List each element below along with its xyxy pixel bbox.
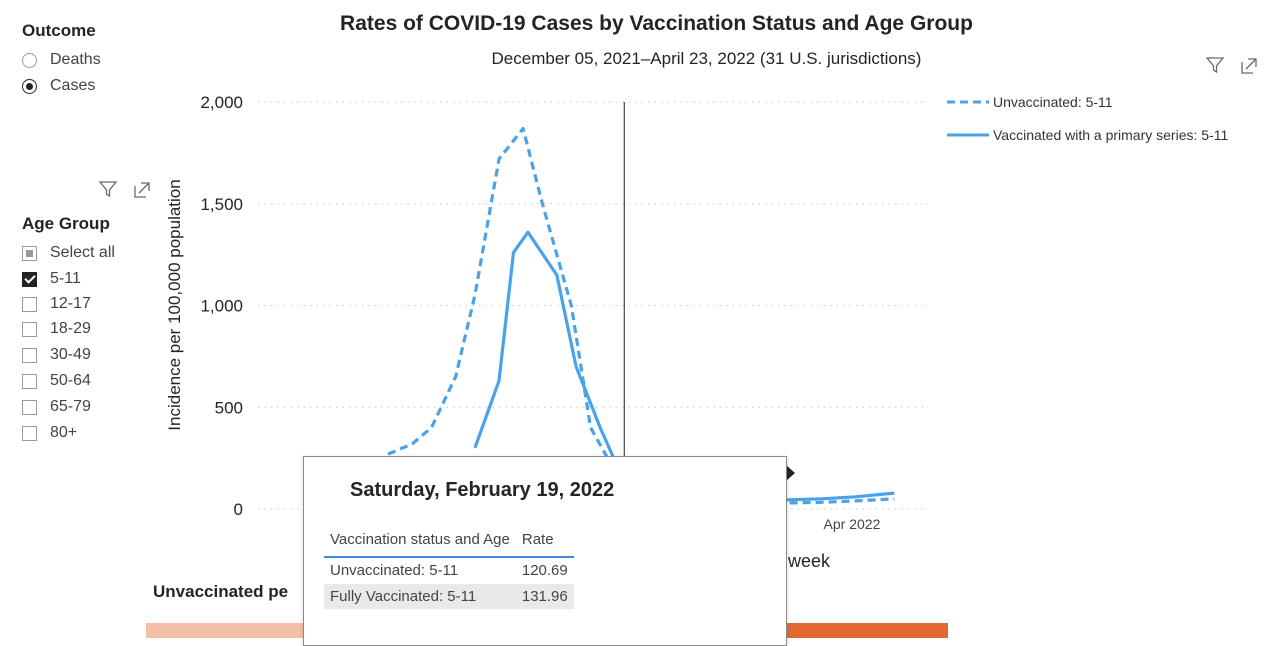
series-line-unvaccinated bbox=[387, 126, 895, 506]
y-tick-label: 0 bbox=[234, 500, 243, 519]
legend-solid-line bbox=[947, 133, 989, 137]
age-group-slicer-title: Age Group bbox=[22, 214, 110, 233]
age-option-label: 80+ bbox=[50, 424, 78, 441]
legend-item-unvaccinated[interactable]: Unvaccinated: 5-11 bbox=[945, 94, 1113, 110]
tooltip-header-status: Vaccination status and Age bbox=[324, 527, 516, 558]
bottom-bar-right bbox=[786, 623, 948, 638]
legend-label: Vaccinated with a primary series: 5-11 bbox=[993, 127, 1229, 143]
age-option-5-11[interactable]: 5-11 bbox=[22, 268, 81, 290]
legend-label: Unvaccinated: 5-11 bbox=[993, 94, 1113, 110]
y-tick-label: 1,500 bbox=[200, 195, 243, 214]
legend-dashed-line bbox=[947, 100, 989, 104]
checkbox-65-79[interactable] bbox=[22, 399, 37, 415]
age-option-label: 50-64 bbox=[50, 372, 91, 389]
x-tick-label: Apr 2022 bbox=[824, 516, 881, 532]
tooltip-row-value: 120.69 bbox=[515, 557, 574, 584]
checkbox-80-plus[interactable] bbox=[22, 425, 37, 441]
tooltip-header-rate: Rate bbox=[515, 527, 574, 558]
age-option-80-plus[interactable]: 80+ bbox=[22, 422, 77, 444]
checkbox-30-49[interactable] bbox=[22, 347, 37, 363]
age-option-label: 18-29 bbox=[50, 320, 91, 337]
age-option-select-all[interactable]: Select all bbox=[22, 242, 115, 264]
bottom-bar-left bbox=[146, 623, 306, 638]
tooltip-pointer bbox=[786, 465, 795, 481]
tooltip-date: Saturday, February 19, 2022 bbox=[350, 479, 615, 501]
checkbox-select-all[interactable] bbox=[22, 245, 37, 261]
checkbox-12-17[interactable] bbox=[22, 296, 37, 312]
checkbox-50-64[interactable] bbox=[22, 373, 37, 389]
age-option-30-49[interactable]: 30-49 bbox=[22, 344, 91, 366]
x-axis-label: f week bbox=[778, 551, 831, 571]
age-option-50-64[interactable]: 50-64 bbox=[22, 370, 91, 392]
hover-tooltip: Saturday, February 19, 2022 Vaccination … bbox=[303, 456, 787, 646]
age-option-12-17[interactable]: 12-17 bbox=[22, 293, 91, 315]
filter-icon[interactable] bbox=[98, 179, 118, 199]
chart-subtitle: December 05, 2021–April 23, 2022 (31 U.S… bbox=[491, 49, 922, 68]
outcome-option-cases[interactable]: Cases bbox=[22, 75, 95, 97]
age-option-label: 12-17 bbox=[50, 295, 91, 312]
age-option-18-29[interactable]: 18-29 bbox=[22, 318, 91, 340]
checkbox-18-29[interactable] bbox=[22, 321, 37, 337]
radio-deaths[interactable] bbox=[22, 52, 37, 68]
outcome-option-label: Cases bbox=[50, 77, 96, 94]
tooltip-row-label: Unvaccinated: 5-11 bbox=[324, 557, 516, 584]
y-tick-label: 1,000 bbox=[200, 297, 243, 316]
radio-cases[interactable] bbox=[22, 78, 37, 94]
outcome-slicer-title: Outcome bbox=[22, 21, 96, 40]
age-option-label: 65-79 bbox=[50, 398, 91, 415]
focus-mode-icon[interactable] bbox=[1239, 56, 1259, 76]
filter-icon[interactable] bbox=[1205, 55, 1225, 75]
bottom-visual-title: Unvaccinated pe bbox=[153, 582, 289, 601]
tooltip-table: Vaccination status and Age Rate Unvaccin… bbox=[324, 527, 574, 609]
checkbox-5-11[interactable] bbox=[22, 271, 37, 287]
tooltip-row: Unvaccinated: 5-11 120.69 bbox=[324, 557, 574, 584]
tooltip-row-value: 131.96 bbox=[515, 583, 574, 609]
outcome-option-label: Deaths bbox=[50, 51, 101, 68]
age-option-label: 5-11 bbox=[50, 270, 81, 287]
outcome-option-deaths[interactable]: Deaths bbox=[22, 49, 101, 71]
focus-mode-icon[interactable] bbox=[132, 180, 152, 200]
chart-title: Rates of COVID-19 Cases by Vaccination S… bbox=[340, 12, 973, 35]
legend-item-vaccinated[interactable]: Vaccinated with a primary series: 5-11 bbox=[945, 127, 1228, 143]
age-option-65-79[interactable]: 65-79 bbox=[22, 396, 91, 418]
age-option-label: 30-49 bbox=[50, 346, 91, 363]
tooltip-row-label: Fully Vaccinated: 5-11 bbox=[324, 583, 516, 609]
y-tick-label: 2,000 bbox=[200, 93, 243, 112]
age-option-label: Select all bbox=[50, 244, 115, 261]
tooltip-row: Fully Vaccinated: 5-11 131.96 bbox=[324, 583, 574, 609]
y-tick-label: 500 bbox=[215, 398, 243, 417]
